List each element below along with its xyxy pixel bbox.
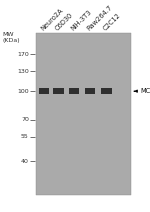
Text: 55: 55: [21, 134, 29, 139]
Text: C2C12: C2C12: [102, 12, 122, 32]
Text: NIH-3T3: NIH-3T3: [70, 9, 93, 32]
Text: Neuro2A: Neuro2A: [40, 7, 64, 32]
Text: C6D30: C6D30: [54, 12, 74, 32]
Text: 40: 40: [21, 159, 29, 164]
Text: 70: 70: [21, 117, 29, 122]
Text: MCM4: MCM4: [140, 88, 150, 94]
Bar: [101, 88, 112, 94]
Text: Raw264.7: Raw264.7: [86, 4, 113, 32]
Bar: [36, 33, 130, 195]
Text: 100: 100: [17, 89, 29, 94]
Bar: [85, 88, 95, 94]
Text: 170: 170: [17, 52, 29, 57]
Text: 130: 130: [17, 68, 29, 74]
Bar: [53, 88, 64, 94]
Text: MW
(KDa): MW (KDa): [2, 32, 20, 43]
Bar: [39, 88, 49, 94]
Bar: [69, 88, 79, 94]
